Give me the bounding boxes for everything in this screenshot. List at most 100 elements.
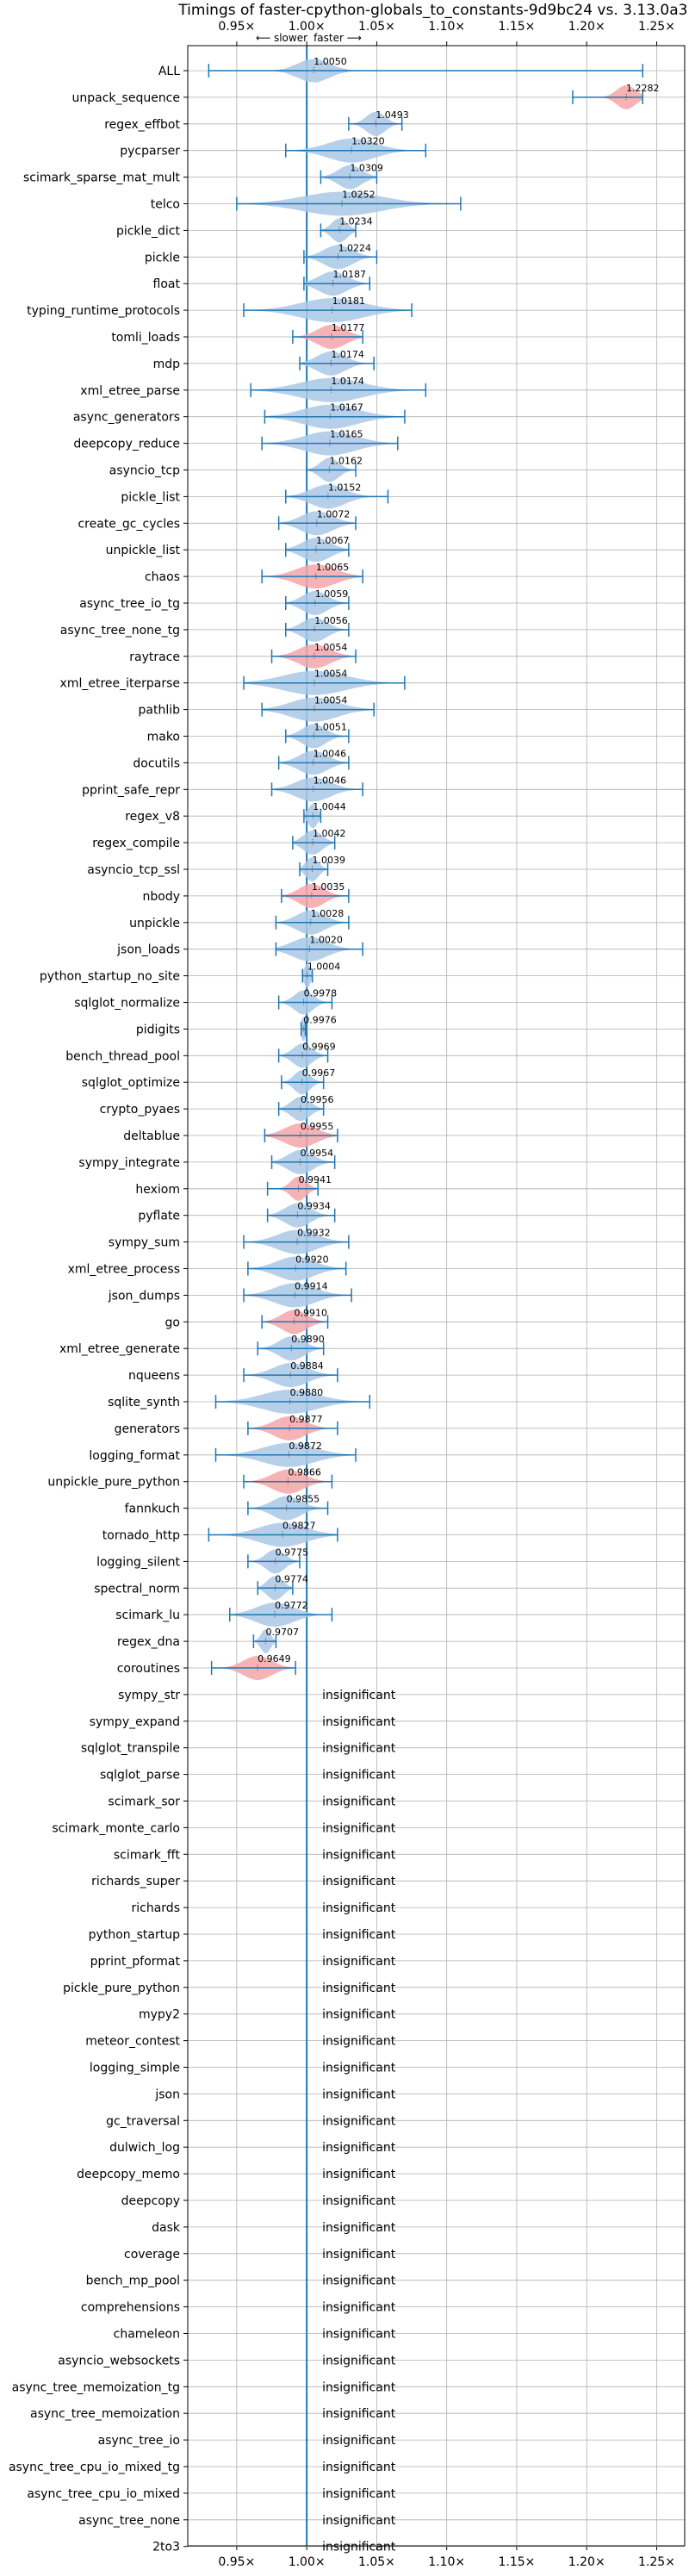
benchmark-label: sympy_sum xyxy=(109,1236,180,1250)
benchmark-label: nbody xyxy=(143,890,181,904)
insignificant-label: insignificant xyxy=(322,1689,396,1702)
benchmark-label: python_startup_no_site xyxy=(40,970,180,984)
x-tick-label-top: 1.25× xyxy=(638,20,675,34)
benchmark-label: docutils xyxy=(133,756,180,770)
benchmark-label: sqlglot_optimize xyxy=(82,1076,180,1090)
value-label: 0.9855 xyxy=(287,1494,320,1505)
benchmark-label: meteor_contest xyxy=(85,2035,180,2049)
benchmark-label: regex_v8 xyxy=(125,810,180,824)
benchmark-label: sqlite_synth xyxy=(108,1396,180,1409)
benchmark-label: unpickle_list xyxy=(106,544,181,557)
insignificant-label: insignificant xyxy=(322,2380,396,2394)
insignificant-label: insignificant xyxy=(322,1928,396,1942)
benchmark-label: raytrace xyxy=(129,650,180,664)
violin-layer xyxy=(208,59,643,1680)
benchmark-label: coverage xyxy=(124,2248,180,2262)
x-tick-label-bottom: 1.10× xyxy=(428,2555,465,2569)
benchmark-label: 2to3 xyxy=(152,2541,180,2554)
benchmark-label: asyncio_websockets xyxy=(58,2354,180,2368)
benchmark-label: sympy_str xyxy=(118,1689,180,1702)
value-label: 1.0067 xyxy=(316,535,350,546)
benchmark-label: async_tree_cpu_io_mixed xyxy=(27,2487,180,2501)
x-tick-label-top: 1.15× xyxy=(499,20,536,34)
value-label: 1.0493 xyxy=(376,109,409,121)
value-label: 0.9954 xyxy=(301,1148,334,1159)
value-label: 0.9978 xyxy=(304,988,338,999)
insignificant-label: insignificant xyxy=(322,1982,396,1995)
insignificant-label: insignificant xyxy=(322,2062,396,2075)
plot-frame xyxy=(187,45,686,2547)
insignificant-label: insignificant xyxy=(322,2461,396,2474)
value-label: 0.9772 xyxy=(275,1600,308,1611)
benchmark-label: async_tree_none_tg xyxy=(60,624,180,638)
benchmark-label: regex_compile xyxy=(92,837,180,850)
benchmark-label: chameleon xyxy=(114,2328,180,2342)
benchmark-label: deepcopy xyxy=(121,2194,180,2208)
x-tick-label-top: 1.20× xyxy=(568,20,605,34)
value-label: 1.0165 xyxy=(330,429,363,440)
benchmark-label: json xyxy=(154,2088,180,2101)
benchmark-label: xml_etree_iterparse xyxy=(60,677,180,691)
benchmark-label: tornado_http xyxy=(102,1529,180,1543)
value-label: 1.0056 xyxy=(314,615,348,626)
benchmark-label: gc_traversal xyxy=(106,2114,180,2128)
value-label: 1.0042 xyxy=(313,828,346,839)
x-tick-label-bottom: 0.95× xyxy=(218,2555,255,2569)
benchmark-label: logging_format xyxy=(89,1449,180,1463)
benchmark-label: pyflate xyxy=(138,1210,180,1223)
benchmark-label: ALL xyxy=(158,65,180,78)
x-tick-label-top: 1.00× xyxy=(289,20,326,34)
benchmark-label: json_loads xyxy=(116,943,180,957)
value-label: 0.9775 xyxy=(276,1546,309,1558)
direction-faster-label: faster ⟶ xyxy=(313,32,362,44)
benchmark-label: telco xyxy=(151,198,180,212)
value-label: 0.9941 xyxy=(299,1174,332,1185)
benchmark-label: nqueens xyxy=(128,1369,180,1383)
benchmark-label: fannkuch xyxy=(125,1503,180,1516)
benchmark-label: richards_super xyxy=(91,1875,180,1888)
value-label: 1.2282 xyxy=(626,83,660,94)
benchmark-label: scimark_monte_carlo xyxy=(52,1821,180,1835)
insignificant-label: insignificant xyxy=(322,1848,396,1862)
benchmark-label: logging_simple xyxy=(90,2062,180,2075)
value-label: 1.0252 xyxy=(342,190,376,201)
benchmark-label: deepcopy_memo xyxy=(77,2168,180,2181)
benchmark-label: pycparser xyxy=(120,145,180,159)
value-label: 0.9914 xyxy=(295,1280,328,1291)
value-label: 1.0072 xyxy=(317,508,351,520)
value-label: 0.9976 xyxy=(303,1014,337,1025)
benchmark-label: pprint_pformat xyxy=(90,1955,181,1969)
insignificant-label: insignificant xyxy=(322,2194,396,2208)
insignificant-label: insignificant xyxy=(322,1821,396,1835)
value-label: 0.9969 xyxy=(302,1041,336,1052)
insignificant-label: insignificant xyxy=(322,2487,396,2501)
benchmark-label: mypy2 xyxy=(139,2008,180,2022)
value-label: 1.0162 xyxy=(329,456,363,467)
benchmark-label: xml_etree_process xyxy=(68,1263,180,1277)
benchmark-label: asyncio_tcp xyxy=(109,464,180,478)
benchmark-label: sqlglot_parse xyxy=(100,1769,180,1783)
insignificant-label: insignificant xyxy=(322,2274,396,2288)
benchmark-label: scimark_sparse_mat_mult xyxy=(23,171,180,185)
insignificant-label: insignificant xyxy=(322,2514,396,2528)
x-tick-label-bottom: 1.15× xyxy=(499,2555,536,2569)
benchmark-label: async_tree_memoization xyxy=(30,2407,180,2421)
x-tick-label-top: 1.05× xyxy=(358,20,395,34)
value-label: 1.0054 xyxy=(314,695,348,706)
value-label: 0.9707 xyxy=(266,1627,300,1638)
insignificant-label: insignificant xyxy=(322,2088,396,2101)
insignificant-label: insignificant xyxy=(322,2407,396,2421)
benchmark-label: pickle_pure_python xyxy=(63,1982,180,1995)
value-label: 1.0320 xyxy=(351,136,385,147)
value-label: 0.9649 xyxy=(258,1653,291,1664)
value-label: 0.9774 xyxy=(275,1573,308,1584)
value-label: 1.0039 xyxy=(312,855,345,866)
insignificant-label: insignificant xyxy=(322,2035,396,2049)
insignificant-label: insignificant xyxy=(322,1715,396,1729)
benchmark-label: async_tree_io_tg xyxy=(79,597,180,611)
insignificant-label: insignificant xyxy=(322,2328,396,2342)
x-tick-label-bottom: 1.00× xyxy=(289,2555,326,2569)
benchmark-label: async_tree_io xyxy=(98,2434,180,2448)
insignificant-label: insignificant xyxy=(322,2168,396,2181)
